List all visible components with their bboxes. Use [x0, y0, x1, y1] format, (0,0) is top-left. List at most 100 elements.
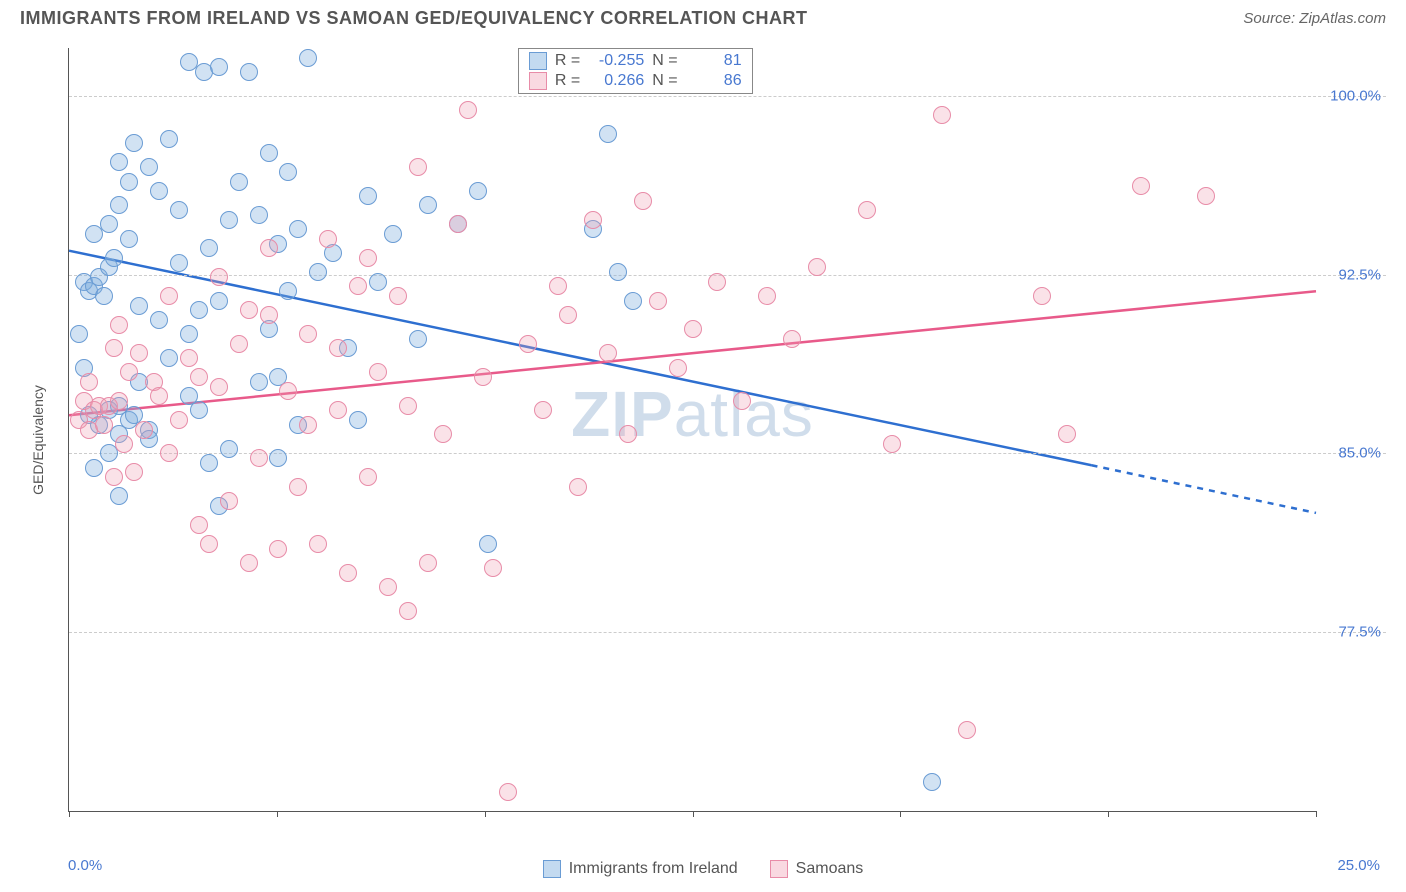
data-point-ireland [279, 163, 297, 181]
data-point-ireland [125, 134, 143, 152]
data-point-samoans [299, 416, 317, 434]
x-tick-mark [900, 811, 901, 817]
data-point-ireland [180, 387, 198, 405]
data-point-ireland [180, 325, 198, 343]
trend-lines [69, 48, 1316, 811]
data-point-samoans [210, 378, 228, 396]
data-point-ireland [150, 182, 168, 200]
data-point-ireland [130, 297, 148, 315]
legend-item-samoans: Samoans [770, 860, 864, 878]
data-point-samoans [329, 401, 347, 419]
data-point-ireland [120, 173, 138, 191]
n-label: N = [652, 72, 677, 90]
x-tick-mark [1108, 811, 1109, 817]
data-point-samoans [474, 368, 492, 386]
data-point-ireland [110, 196, 128, 214]
data-point-ireland [250, 206, 268, 224]
data-point-samoans [559, 306, 577, 324]
gridline-h [69, 96, 1386, 97]
legend-label-ireland: Immigrants from Ireland [569, 860, 738, 878]
chart-title: IMMIGRANTS FROM IRELAND VS SAMOAN GED/EQ… [20, 8, 808, 29]
data-point-samoans [299, 325, 317, 343]
data-point-samoans [933, 106, 951, 124]
data-point-ireland [85, 459, 103, 477]
data-point-ireland [210, 292, 228, 310]
legend-swatch-ireland [529, 52, 547, 70]
data-point-ireland [220, 211, 238, 229]
data-point-ireland [409, 330, 427, 348]
y-tick-label: 85.0% [1338, 445, 1381, 462]
data-point-ireland [95, 287, 113, 305]
data-point-samoans [634, 192, 652, 210]
data-point-samoans [449, 215, 467, 233]
data-point-samoans [499, 783, 517, 801]
data-point-samoans [349, 277, 367, 295]
data-point-ireland [120, 230, 138, 248]
data-point-samoans [1132, 177, 1150, 195]
legend-label-samoans: Samoans [796, 860, 864, 878]
data-point-samoans [190, 368, 208, 386]
data-point-samoans [484, 559, 502, 577]
r-label: R = [555, 52, 580, 70]
data-point-samoans [883, 435, 901, 453]
data-point-samoans [105, 468, 123, 486]
legend-swatch-ireland [543, 860, 561, 878]
x-tick-mark [485, 811, 486, 817]
x-tick-mark [277, 811, 278, 817]
data-point-samoans [289, 478, 307, 496]
data-point-samoans [160, 444, 178, 462]
data-point-ireland [269, 449, 287, 467]
data-point-ireland [250, 373, 268, 391]
watermark: ZIPatlas [571, 377, 814, 451]
data-point-samoans [569, 478, 587, 496]
data-point-samoans [220, 492, 238, 510]
data-point-ireland [190, 301, 208, 319]
data-point-samoans [120, 363, 138, 381]
watermark-rest: atlas [674, 378, 814, 450]
data-point-ireland [419, 196, 437, 214]
data-point-samoans [230, 335, 248, 353]
data-point-ireland [240, 63, 258, 81]
data-point-samoans [135, 421, 153, 439]
data-point-samoans [1058, 425, 1076, 443]
data-point-ireland [230, 173, 248, 191]
gridline-h [69, 632, 1386, 633]
data-point-samoans [379, 578, 397, 596]
data-point-ireland [599, 125, 617, 143]
data-point-ireland [210, 58, 228, 76]
gridline-h [69, 275, 1386, 276]
plot-area: ZIPatlas R = -0.255 N = 81 R = 0.266 N =… [68, 48, 1316, 812]
data-point-ireland [140, 158, 158, 176]
data-point-samoans [399, 397, 417, 415]
data-point-ireland [469, 182, 487, 200]
data-point-ireland [150, 311, 168, 329]
data-point-samoans [95, 416, 113, 434]
data-point-samoans [130, 344, 148, 362]
data-point-samoans [170, 411, 188, 429]
data-point-ireland [923, 773, 941, 791]
data-point-samoans [684, 320, 702, 338]
data-point-ireland [260, 144, 278, 162]
data-point-samoans [733, 392, 751, 410]
data-point-samoans [150, 387, 168, 405]
data-point-samoans [359, 249, 377, 267]
data-point-samoans [808, 258, 826, 276]
source-attribution: Source: ZipAtlas.com [1243, 10, 1386, 27]
legend-item-ireland: Immigrants from Ireland [543, 860, 738, 878]
data-point-samoans [110, 316, 128, 334]
data-point-ireland [359, 187, 377, 205]
data-point-samoans [200, 535, 218, 553]
data-point-samoans [434, 425, 452, 443]
stats-row-ireland: R = -0.255 N = 81 [519, 51, 752, 71]
data-point-samoans [958, 721, 976, 739]
data-point-ireland [609, 263, 627, 281]
n-value-ireland: 81 [686, 52, 742, 70]
source-value: ZipAtlas.com [1299, 10, 1386, 27]
data-point-samoans [459, 101, 477, 119]
y-axis-label: GED/Equivalency [30, 385, 46, 495]
y-tick-label: 77.5% [1338, 624, 1381, 641]
data-point-samoans [1197, 187, 1215, 205]
data-point-samoans [180, 349, 198, 367]
y-tick-label: 92.5% [1338, 266, 1381, 283]
data-point-ireland [200, 239, 218, 257]
